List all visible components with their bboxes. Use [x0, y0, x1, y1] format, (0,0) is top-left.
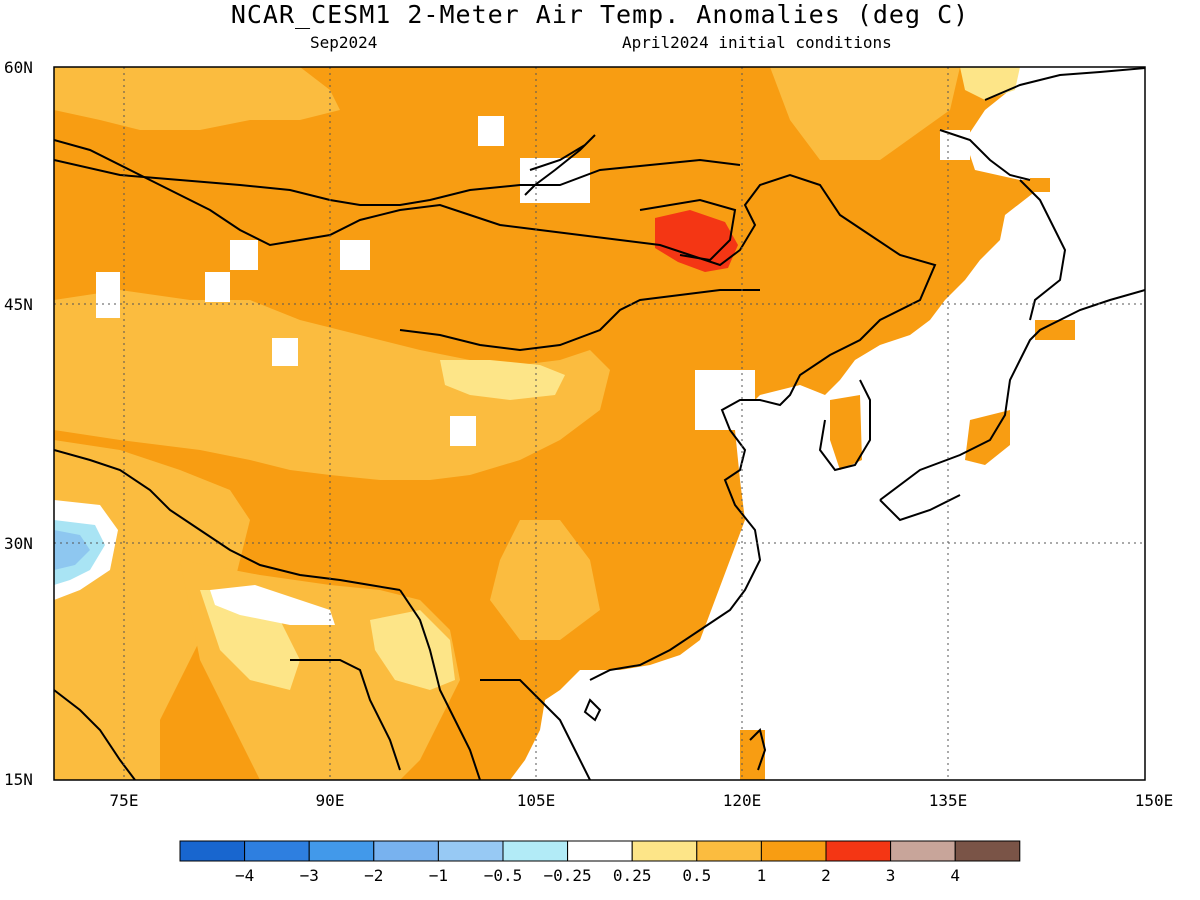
- land-anomaly-mid: [54, 67, 340, 130]
- colorbar-tick-label: −3: [300, 866, 319, 885]
- colorbar-tick-label: 3: [886, 866, 896, 885]
- lat-label: 45N: [4, 295, 33, 314]
- colorbar-swatch: [696, 840, 762, 862]
- colorbar-swatch: [825, 840, 892, 862]
- colorbar-swatch: [502, 840, 569, 862]
- colorbar-swatch: [567, 840, 633, 862]
- map-fields: [54, 67, 1145, 780]
- coastlines: [54, 67, 1145, 780]
- colorbar-tick-label: 4: [950, 866, 960, 885]
- initial-conditions: April2024 initial conditions: [622, 33, 892, 52]
- colorbar-tick-label: 2: [821, 866, 831, 885]
- colorbar-swatch: [373, 840, 439, 862]
- land-anomaly-strong: [830, 395, 862, 470]
- lon-label: 90E: [316, 791, 345, 810]
- lon-label: 105E: [517, 791, 556, 810]
- lake-cutouts: [96, 116, 970, 446]
- colorbar-tick-label: −0.25: [544, 866, 592, 885]
- colorbar-tick-label: −0.5: [484, 866, 523, 885]
- lat-label: 15N: [4, 770, 33, 789]
- colorbar-swatch: [890, 840, 956, 862]
- lat-labels: 15N 30N 45N 60N: [4, 58, 33, 789]
- colorbar-swatch: [308, 840, 375, 862]
- land-anomaly-light: [440, 360, 565, 400]
- land-anomaly-strong: [1035, 320, 1075, 340]
- land-anomaly-white: [210, 585, 335, 625]
- lon-label: 75E: [110, 791, 139, 810]
- lon-label: 120E: [723, 791, 762, 810]
- colorbar-legend: −4 −3 −2 −1 −0.5 −0.25 0.25 0.5 1 2 3 4: [179, 840, 1021, 885]
- colorbar-swatch: [244, 840, 310, 862]
- land-anomaly-mid: [490, 520, 600, 640]
- colorbar-tick-label: 0.25: [613, 866, 652, 885]
- land-anomaly-strong: [1030, 178, 1050, 192]
- colorbar-swatch: [954, 840, 1021, 862]
- lon-labels: 75E 90E 105E 120E 135E 150E: [110, 791, 1174, 810]
- colorbar-swatch: [760, 840, 827, 862]
- land-anomaly-light: [200, 590, 300, 690]
- land-anomaly-hot: [655, 210, 738, 272]
- lat-label: 60N: [4, 58, 33, 77]
- forecast-month: Sep2024: [310, 33, 378, 52]
- lat-label: 30N: [4, 534, 33, 553]
- grid-lines: [54, 67, 1145, 780]
- colorbar-swatch: [179, 840, 246, 862]
- colorbar-tick-label: 0.5: [682, 866, 711, 885]
- land-anomaly-mid: [770, 67, 960, 160]
- map-title: NCAR_CESM1 2-Meter Air Temp. Anomalies (…: [230, 0, 970, 29]
- colorbar-swatch: [631, 840, 698, 862]
- colorbar-tick-label: 1: [757, 866, 767, 885]
- colorbar-swatch: [437, 840, 504, 862]
- land-anomaly-cool: [54, 530, 90, 570]
- lon-label: 150E: [1135, 791, 1174, 810]
- land-anomaly-light: [370, 610, 455, 690]
- colorbar-tick-label: −2: [364, 866, 383, 885]
- lon-label: 135E: [929, 791, 968, 810]
- colorbar-tick-label: −1: [429, 866, 448, 885]
- map-frame: [53, 66, 1146, 781]
- colorbar-tick-label: −4: [235, 866, 254, 885]
